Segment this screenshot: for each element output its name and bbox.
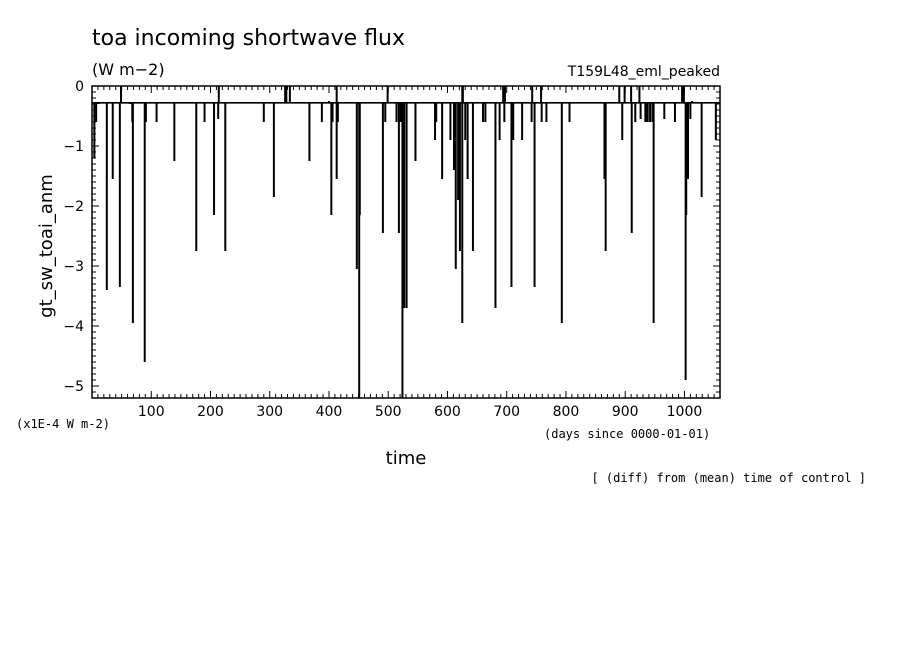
comparison-note: [ (diff) from (mean) time of control ] [591,471,866,485]
x-axis-label: time [386,448,427,469]
y-tick-label: −5 [63,379,84,395]
x-tick-label: 900 [612,404,639,420]
y-axis-ticks: 0 −1 −2 −3 −4 −5 [63,79,720,399]
y-tick-label: −3 [63,259,84,275]
x-tick-label: 100 [138,404,165,420]
x-tick-label: 400 [316,404,343,420]
multiplier-note: (x1E-4 W m-2) [16,417,110,431]
x-tick-label: 1000 [667,404,703,420]
y-tick-label: 0 [75,79,84,95]
y-tick-label: −4 [63,319,84,335]
x-tick-label: 600 [434,404,461,420]
run-name: T159L48_eml_peaked [567,64,720,80]
x-tick-label: 800 [553,404,580,420]
x-tick-label: 700 [493,404,520,420]
bars-layer [93,101,717,398]
x-tick-label: 500 [375,404,402,420]
y-tick-label: −1 [63,139,84,155]
chart-title: toa incoming shortwave flux [92,26,405,51]
y-tick-label: −2 [63,199,84,215]
x-axis-ticks: 100 200 300 400 500 600 700 800 900 1000 [97,86,721,420]
x-axis-note: (days since 0000-01-01) [544,427,710,441]
y-axis-label: gt_sw_toai_anm [36,174,57,318]
up-spikes-layer [120,86,685,103]
x-tick-label: 300 [256,404,283,420]
x-tick-label: 200 [197,404,224,420]
units-label: (W m−2) [92,60,165,79]
